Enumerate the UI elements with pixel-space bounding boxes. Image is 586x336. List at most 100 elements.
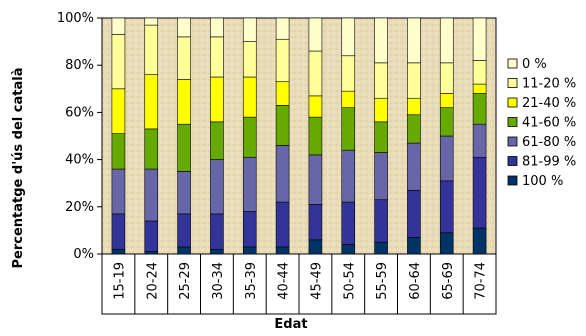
bar-segment <box>111 213 126 250</box>
x-tick-label: 50-54 <box>342 262 357 300</box>
bar-segment <box>177 171 191 215</box>
bar-segment <box>472 83 487 94</box>
bar-segment <box>177 79 191 125</box>
bar-segment <box>242 76 257 118</box>
bar-segment <box>407 237 421 255</box>
bar-segment <box>308 154 323 205</box>
bar-segment <box>439 180 454 234</box>
x-tick-label: 20-24 <box>145 262 160 300</box>
bar-segment <box>374 62 388 99</box>
bar-segment <box>275 17 290 40</box>
bar-segment <box>407 97 421 116</box>
bar-segment <box>111 17 126 35</box>
bar-segment <box>210 159 224 215</box>
bar-segment <box>374 97 388 123</box>
plot-background <box>102 18 496 254</box>
y-tick-label: 40% <box>65 153 94 168</box>
legend-swatch <box>507 78 518 88</box>
legend-swatch <box>507 58 518 69</box>
bar-segment <box>472 156 487 229</box>
bar-segment <box>374 152 388 201</box>
bar-segment <box>111 34 126 90</box>
bar-segment <box>439 107 454 137</box>
bar-segment <box>439 62 454 94</box>
bar-segment <box>275 105 290 146</box>
legend-label: 21-40 % <box>522 96 576 111</box>
legend-label: 81-99 % <box>522 155 576 170</box>
legend-label: 100 % <box>522 174 563 189</box>
bar-segment <box>308 116 323 156</box>
bar-segment <box>308 204 323 241</box>
bar-segment <box>177 17 191 38</box>
bar-segment <box>472 60 487 85</box>
bar-segment <box>308 239 323 255</box>
legend-swatch <box>507 175 518 186</box>
legend-swatch <box>507 97 518 108</box>
bar-segment <box>472 123 487 158</box>
bar-segment <box>341 244 356 255</box>
bar-segment <box>177 213 191 248</box>
bar-segment <box>374 17 388 64</box>
bar-segment <box>144 128 159 170</box>
y-tick-label: 60% <box>65 105 94 120</box>
legend-label: 61-80 % <box>522 135 576 150</box>
bar-segment <box>374 121 388 153</box>
x-tick-label: 30-34 <box>211 262 226 300</box>
legend-swatch <box>507 117 518 127</box>
legend-swatch <box>507 156 518 166</box>
bar-segment <box>144 74 159 130</box>
bar-segment <box>177 36 191 80</box>
x-tick-label: 45-49 <box>309 262 324 300</box>
bar-segment <box>341 90 356 108</box>
bar-segment <box>439 17 454 64</box>
x-tick-label: 40-44 <box>277 262 292 300</box>
bar-segment <box>275 38 290 83</box>
bar-segment <box>144 17 159 26</box>
bar-segment <box>210 36 224 78</box>
bar-segment <box>439 93 454 108</box>
bar-segment <box>210 121 224 160</box>
x-tick-label: 25-29 <box>178 262 193 300</box>
x-tick-label: 70-74 <box>474 262 489 300</box>
bar-segment <box>341 17 356 57</box>
bar-segment <box>407 17 421 64</box>
bar-segment <box>308 95 323 118</box>
bar-segment <box>308 17 323 52</box>
bar-segment <box>144 24 159 75</box>
bar-segment <box>275 201 290 248</box>
bar-segment <box>111 168 126 215</box>
bar-segment <box>275 145 290 203</box>
bar-segment <box>275 246 290 255</box>
bar-segment <box>341 107 356 151</box>
bar-segment <box>439 232 454 255</box>
legend-label: 0 % <box>522 57 547 72</box>
bar-segment <box>242 156 257 212</box>
y-tick-label: 20% <box>65 200 94 215</box>
bar-segment <box>144 168 159 222</box>
bar-segment <box>177 246 191 255</box>
bar-segment <box>111 88 126 134</box>
y-tick-label: 100% <box>57 11 94 26</box>
y-tick-label: 80% <box>65 58 94 73</box>
bar-segment <box>407 114 421 144</box>
x-tick-label: 60-64 <box>408 262 423 300</box>
bar-segment <box>407 189 421 238</box>
bar-segment <box>374 241 388 255</box>
y-tick-label: 0% <box>73 247 94 262</box>
x-tick-label: 15-19 <box>112 262 127 300</box>
bar-segment <box>242 211 257 248</box>
bar-segment <box>341 55 356 92</box>
bar-segment <box>144 251 159 255</box>
bar-segment <box>144 220 159 252</box>
bar-segment <box>341 201 356 245</box>
bar-segment <box>341 149 356 203</box>
bar-segment <box>210 17 224 38</box>
x-axis-title: Edat <box>274 317 307 332</box>
bar-segment <box>407 142 421 191</box>
bar-segment <box>374 199 388 243</box>
legend-label: 41-60 % <box>522 116 576 131</box>
bar-segment <box>111 133 126 170</box>
bar-segment <box>242 246 257 255</box>
bar-segment <box>308 50 323 97</box>
